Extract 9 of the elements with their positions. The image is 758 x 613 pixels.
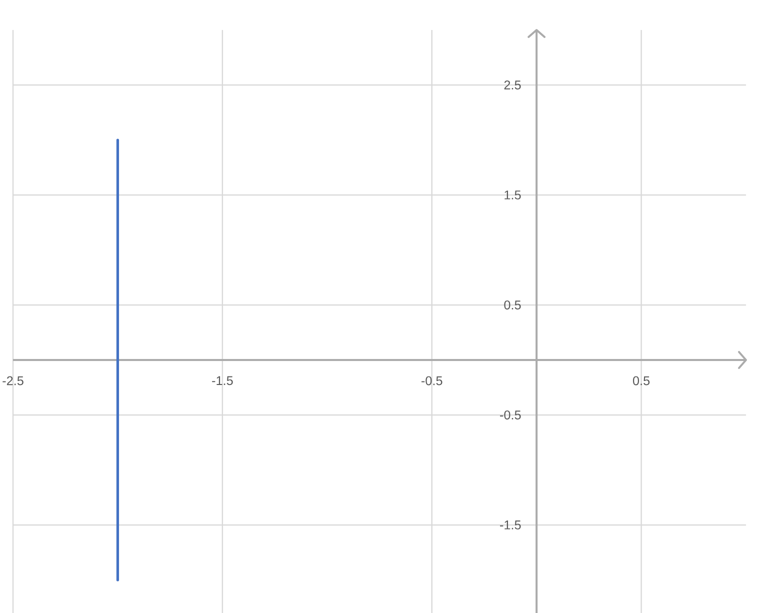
- x-tick-label: 0.5: [632, 376, 650, 386]
- y-tick-label: 1.5: [504, 190, 521, 200]
- x-tick-label: -2.5: [2, 376, 24, 386]
- y-tick-label: -0.5: [500, 410, 521, 420]
- x-tick-label: -0.5: [422, 376, 442, 386]
- y-tick-label: 2.5: [504, 80, 521, 90]
- y-tick-label: 0.5: [504, 300, 521, 310]
- y-tick-label: -1.5: [500, 520, 521, 530]
- x-tick-label: -1.5: [212, 376, 233, 386]
